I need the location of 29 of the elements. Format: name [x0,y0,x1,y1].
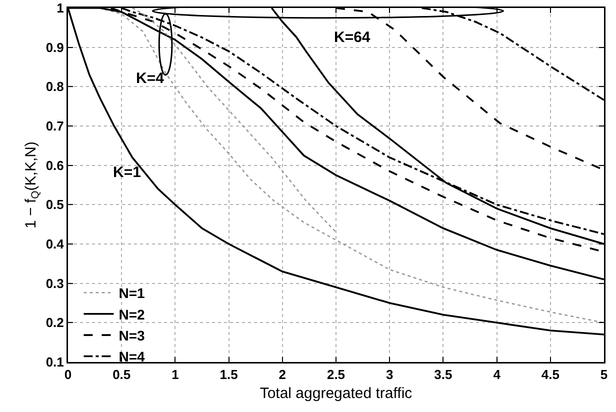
x-tick-label: 1.5 [220,367,238,382]
y-tick-label: 0.7 [46,118,64,134]
legend-label: N=2 [118,306,146,322]
y-tick-label: 0.3 [46,276,64,291]
y-tick-label: 0.4 [46,236,65,252]
legend-label: N=3 [118,328,146,344]
y-tick-label: 0.2 [46,315,64,330]
x-tick-label: 2.5 [326,367,346,382]
x-tick-label: 0 [64,367,72,382]
y-tick-label: 0.9 [46,40,64,55]
annotation: K=1 [113,164,141,181]
y-tick-label: 0.8 [46,79,64,94]
legend-label: N=1 [118,285,146,302]
y-tick-label: 0.5 [46,197,64,212]
y-tick-label: 0.1 [46,354,64,370]
x-tick-label: 1 [172,367,179,382]
y-tick-label: 1 [56,0,64,16]
x-tick-label: 3 [386,367,394,382]
x-tick-label: 0.5 [112,367,131,382]
legend-label: N=4 [118,348,146,365]
x-tick-label: 4 [493,367,502,382]
x-tick-label: 4.5 [541,367,560,382]
x-tick-label: 5 [600,367,608,382]
annotation: K=4 [136,70,165,87]
x-tick-label: 2 [278,367,286,382]
annotation: K=64 [334,29,371,46]
x-axis-title: Total aggregated traffic [260,384,413,402]
x-tick-label: 3.5 [434,367,452,382]
y-tick-label: 0.6 [46,158,64,173]
